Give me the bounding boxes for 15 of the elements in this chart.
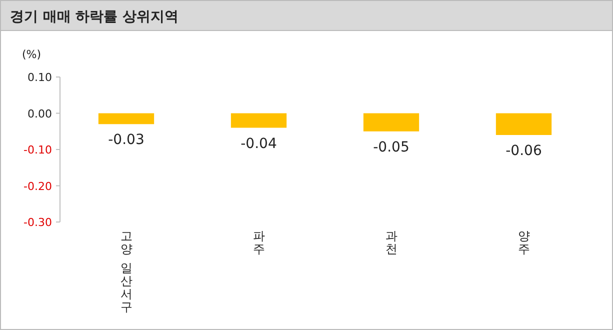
y-tick-label: -0.30 bbox=[24, 216, 52, 229]
data-label: -0.04 bbox=[240, 136, 277, 152]
y-tick-label: -0.10 bbox=[24, 144, 52, 156]
y-tick-label: 0.00 bbox=[28, 107, 52, 120]
x-tick-label: 과천 bbox=[385, 229, 398, 256]
data-label: -0.05 bbox=[373, 139, 410, 156]
x-tick-label: 양주 bbox=[518, 229, 530, 256]
chart-title: 경기 매매 하락률 상위지역 bbox=[10, 9, 179, 25]
x-tick-label: 고양 일산서구 bbox=[120, 229, 132, 314]
y-tick-label: 0.10 bbox=[28, 71, 52, 84]
data-label: -0.03 bbox=[108, 132, 144, 148]
y-tick-label: -0.20 bbox=[24, 180, 52, 193]
data-label: -0.06 bbox=[506, 143, 542, 159]
y-axis-title: (%) bbox=[22, 48, 42, 61]
x-tick-label: 파주 bbox=[252, 229, 265, 256]
